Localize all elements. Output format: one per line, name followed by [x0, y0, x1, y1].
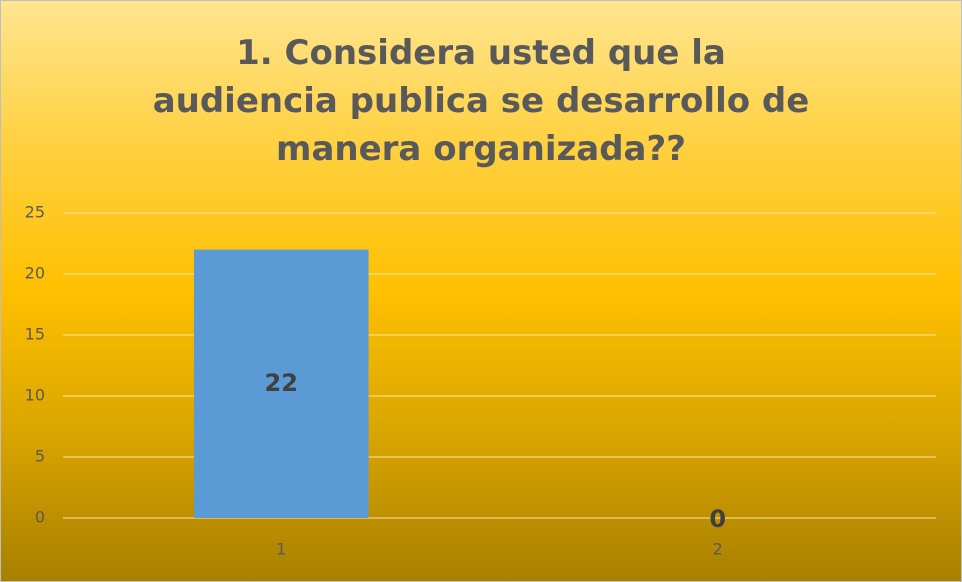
x-tick-label: 2 — [713, 540, 723, 559]
y-tick-label: 25 — [25, 203, 45, 222]
y-tick-label: 5 — [35, 447, 45, 466]
bar — [193, 249, 369, 518]
chart-title: 1. Considera usted que la audiencia publ… — [152, 33, 810, 169]
y-tick-label: 10 — [25, 386, 45, 405]
data-label: 22 — [265, 369, 298, 397]
y-tick-label: 15 — [25, 325, 45, 344]
y-tick-label: 0 — [35, 508, 45, 527]
x-tick-label: 1 — [276, 540, 286, 559]
y-tick-label: 20 — [25, 264, 45, 283]
data-label: 0 — [709, 505, 726, 533]
